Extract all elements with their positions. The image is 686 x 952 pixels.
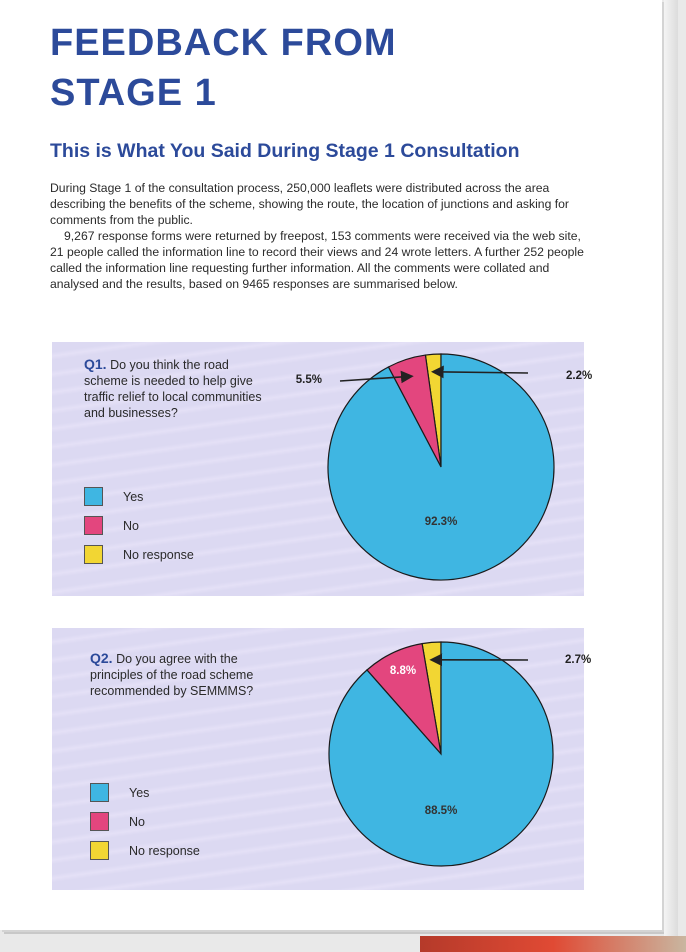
q1-legend-no-response: No response: [84, 540, 194, 569]
legend-swatch-no-response: [84, 545, 103, 564]
legend-label-no: No: [129, 814, 145, 829]
page-title: FEEDBACK FROM STAGE 1: [50, 18, 610, 118]
q2-number: Q2.: [90, 650, 113, 666]
q1-number: Q1.: [84, 356, 107, 372]
q1-question: Q1. Do you think the road scheme is need…: [84, 356, 274, 421]
legend-swatch-no-response: [90, 841, 109, 860]
legend-swatch-no: [84, 516, 103, 535]
q2-legend: Yes No No response: [90, 778, 200, 865]
legend-swatch-yes: [90, 783, 109, 802]
q2-legend-no: No: [90, 807, 200, 836]
q2-legend-no-response: No response: [90, 836, 200, 865]
q2-legend-yes: Yes: [90, 778, 200, 807]
intro-paragraph-1: During Stage 1 of the consultation proce…: [50, 181, 569, 227]
q1-panel: Q1. Do you think the road scheme is need…: [52, 342, 584, 596]
next-page-strip: [420, 936, 686, 952]
legend-swatch-yes: [84, 487, 103, 506]
legend-swatch-no: [90, 812, 109, 831]
q2-question: Q2. Do you agree with the principles of …: [90, 650, 280, 699]
legend-label-no: No: [123, 518, 139, 533]
title-line-1: FEEDBACK FROM: [50, 22, 397, 64]
page-edge: [664, 0, 678, 940]
q1-legend: Yes No No response: [84, 482, 194, 569]
legend-label-no-response: No response: [129, 843, 200, 858]
intro-text: During Stage 1 of the consultation proce…: [50, 180, 586, 292]
legend-label-yes: Yes: [123, 489, 144, 504]
legend-label-yes: Yes: [129, 785, 150, 800]
legend-label-no-response: No response: [123, 547, 194, 562]
q2-panel: Q2. Do you agree with the principles of …: [52, 628, 584, 890]
q1-legend-no: No: [84, 511, 194, 540]
title-line-2: STAGE 1: [50, 72, 217, 114]
q1-text: Do you think the road scheme is needed t…: [84, 358, 262, 420]
q1-legend-yes: Yes: [84, 482, 194, 511]
intro-paragraph-2: 9,267 response forms were returned by fr…: [50, 229, 584, 291]
q2-text: Do you agree with the principles of the …: [90, 652, 254, 698]
page-subtitle: This is What You Said During Stage 1 Con…: [50, 140, 520, 162]
